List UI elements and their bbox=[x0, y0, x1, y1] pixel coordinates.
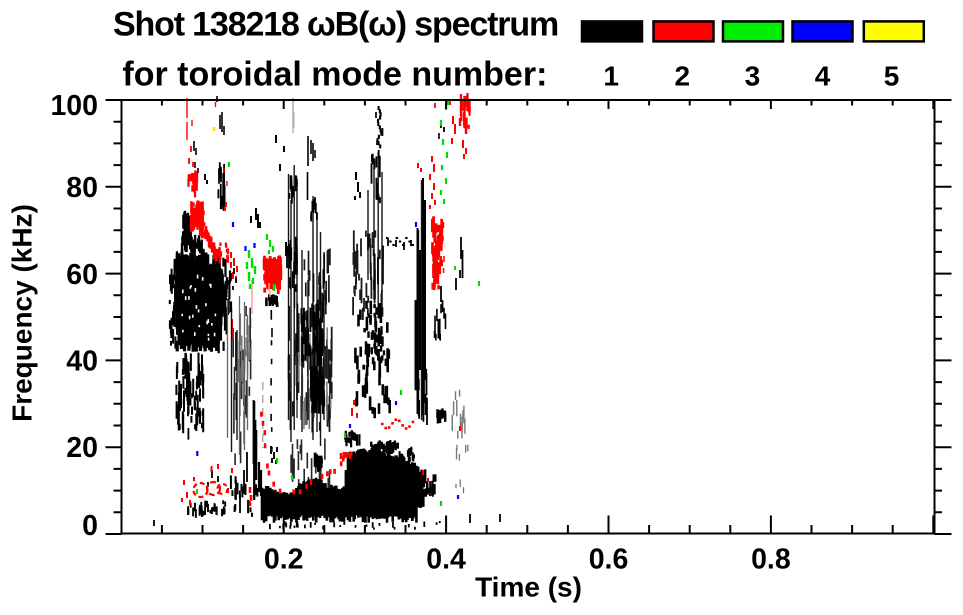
svg-text:5: 5 bbox=[884, 60, 900, 91]
svg-text:0.4: 0.4 bbox=[426, 544, 466, 576]
svg-text:100: 100 bbox=[50, 90, 98, 122]
svg-text:Shot 138218 ωB(ω) spectrum: Shot 138218 ωB(ω) spectrum bbox=[113, 5, 558, 43]
svg-text:0: 0 bbox=[82, 510, 98, 542]
svg-text:for toroidal mode number:: for toroidal mode number: bbox=[122, 55, 547, 93]
svg-text:4: 4 bbox=[815, 60, 831, 91]
svg-text:Frequency (kHz): Frequency (kHz) bbox=[7, 204, 38, 422]
svg-text:3: 3 bbox=[745, 60, 761, 91]
svg-text:1: 1 bbox=[603, 60, 619, 91]
svg-text:Time (s): Time (s) bbox=[475, 572, 582, 603]
svg-text:20: 20 bbox=[66, 432, 98, 464]
svg-text:60: 60 bbox=[66, 259, 98, 291]
svg-text:0.2: 0.2 bbox=[264, 544, 304, 576]
svg-text:0.8: 0.8 bbox=[751, 544, 791, 576]
svg-text:0.6: 0.6 bbox=[589, 544, 629, 576]
svg-text:40: 40 bbox=[66, 346, 98, 378]
svg-text:80: 80 bbox=[66, 172, 98, 204]
svg-text:2: 2 bbox=[675, 60, 691, 91]
